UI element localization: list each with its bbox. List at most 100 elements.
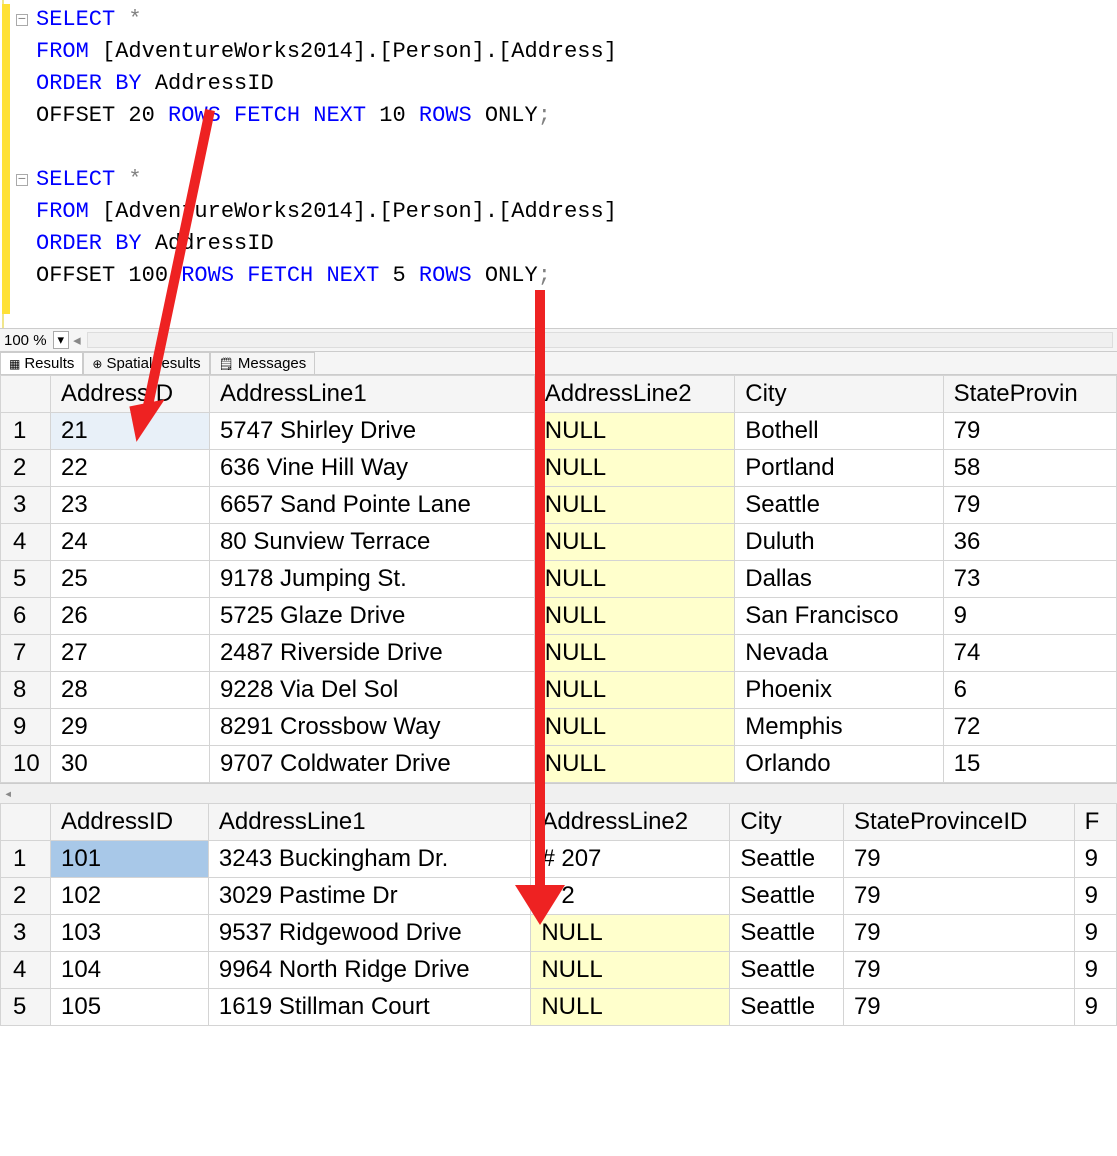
tab-spatial[interactable]: ⊕Spatial results bbox=[83, 352, 209, 374]
column-header[interactable]: AddressLine1 bbox=[209, 376, 534, 413]
table-row[interactable]: 9298291 Crossbow WayNULLMemphis72 bbox=[1, 709, 1117, 746]
cell-addressid[interactable]: 21 bbox=[51, 413, 210, 450]
cell-stateprovince[interactable]: 79 bbox=[943, 487, 1116, 524]
column-header[interactable]: AddressLine2 bbox=[534, 376, 734, 413]
cell-addressid[interactable]: 105 bbox=[51, 989, 209, 1026]
cell-extra[interactable]: 9 bbox=[1074, 952, 1116, 989]
cell-stateprovince[interactable]: 74 bbox=[943, 635, 1116, 672]
table-row[interactable]: 21023029 Pastime Dr# 2Seattle799 bbox=[1, 878, 1117, 915]
cell-addressline1[interactable]: 9707 Coldwater Drive bbox=[209, 746, 534, 783]
column-header[interactable]: AddressID bbox=[51, 804, 209, 841]
cell-addressline2[interactable]: NULL bbox=[534, 450, 734, 487]
cell-addressline1[interactable]: 6657 Sand Pointe Lane bbox=[209, 487, 534, 524]
cell-stateprovince[interactable]: 15 bbox=[943, 746, 1116, 783]
cell-addressid[interactable]: 103 bbox=[51, 915, 209, 952]
cell-addressid[interactable]: 27 bbox=[51, 635, 210, 672]
cell-addressline2[interactable]: # 207 bbox=[531, 841, 730, 878]
cell-addressid[interactable]: 101 bbox=[51, 841, 209, 878]
grid-scrollbar[interactable]: ◂ bbox=[0, 783, 1117, 803]
table-row[interactable]: 51051619 Stillman CourtNULLSeattle799 bbox=[1, 989, 1117, 1026]
column-header[interactable]: City bbox=[730, 804, 844, 841]
column-header[interactable]: F bbox=[1074, 804, 1116, 841]
cell-city[interactable]: Seattle bbox=[730, 878, 844, 915]
cell-addressline2[interactable]: NULL bbox=[534, 487, 734, 524]
cell-addressline2[interactable]: NULL bbox=[534, 709, 734, 746]
sql-editor[interactable]: −SELECT * FROM [AdventureWorks2014].[Per… bbox=[2, 0, 1117, 328]
zoom-dropdown-icon[interactable]: ▾ bbox=[53, 331, 70, 349]
table-row[interactable]: 31039537 Ridgewood DriveNULLSeattle799 bbox=[1, 915, 1117, 952]
cell-city[interactable]: Seattle bbox=[730, 989, 844, 1026]
column-header[interactable]: StateProvinceID bbox=[843, 804, 1074, 841]
cell-stateprovince[interactable]: 79 bbox=[843, 915, 1074, 952]
cell-city[interactable]: Dallas bbox=[735, 561, 943, 598]
table-row[interactable]: 5259178 Jumping St.NULLDallas73 bbox=[1, 561, 1117, 598]
cell-addressline1[interactable]: 9964 North Ridge Drive bbox=[208, 952, 530, 989]
cell-extra[interactable]: 9 bbox=[1074, 989, 1116, 1026]
cell-addressline2[interactable]: # 2 bbox=[531, 878, 730, 915]
results-grid-2[interactable]: AddressIDAddressLine1AddressLine2CitySta… bbox=[0, 803, 1117, 1026]
cell-addressline1[interactable]: 5725 Glaze Drive bbox=[209, 598, 534, 635]
tab-messages[interactable]: 🗒Messages bbox=[210, 352, 316, 374]
cell-addressline2[interactable]: NULL bbox=[531, 915, 730, 952]
cell-addressline1[interactable]: 3243 Buckingham Dr. bbox=[208, 841, 530, 878]
cell-city[interactable]: Portland bbox=[735, 450, 943, 487]
cell-addressline1[interactable]: 636 Vine Hill Way bbox=[209, 450, 534, 487]
collapse-icon[interactable]: − bbox=[16, 14, 28, 26]
cell-addressline2[interactable]: NULL bbox=[531, 952, 730, 989]
cell-addressid[interactable]: 26 bbox=[51, 598, 210, 635]
cell-stateprovince[interactable]: 79 bbox=[943, 413, 1116, 450]
cell-addressline1[interactable]: 5747 Shirley Drive bbox=[209, 413, 534, 450]
cell-addressid[interactable]: 102 bbox=[51, 878, 209, 915]
column-header[interactable]: AddressID bbox=[51, 376, 210, 413]
cell-city[interactable]: Seattle bbox=[730, 841, 844, 878]
cell-city[interactable]: Orlando bbox=[735, 746, 943, 783]
cell-extra[interactable]: 9 bbox=[1074, 915, 1116, 952]
cell-addressline2[interactable]: NULL bbox=[531, 989, 730, 1026]
cell-extra[interactable]: 9 bbox=[1074, 841, 1116, 878]
collapse-icon[interactable]: − bbox=[16, 174, 28, 186]
cell-addressline2[interactable]: NULL bbox=[534, 598, 734, 635]
column-header[interactable]: AddressLine2 bbox=[531, 804, 730, 841]
cell-addressline2[interactable]: NULL bbox=[534, 561, 734, 598]
cell-addressid[interactable]: 28 bbox=[51, 672, 210, 709]
cell-city[interactable]: Nevada bbox=[735, 635, 943, 672]
cell-stateprovince[interactable]: 72 bbox=[943, 709, 1116, 746]
table-row[interactable]: 42480 Sunview TerraceNULLDuluth36 bbox=[1, 524, 1117, 561]
scroll-left-icon[interactable]: ◂ bbox=[73, 331, 81, 349]
cell-city[interactable]: Seattle bbox=[730, 915, 844, 952]
cell-addressid[interactable]: 30 bbox=[51, 746, 210, 783]
cell-city[interactable]: Memphis bbox=[735, 709, 943, 746]
cell-city[interactable]: Seattle bbox=[730, 952, 844, 989]
cell-city[interactable]: San Francisco bbox=[735, 598, 943, 635]
cell-addressline2[interactable]: NULL bbox=[534, 635, 734, 672]
cell-addressline1[interactable]: 9228 Via Del Sol bbox=[209, 672, 534, 709]
cell-addressline1[interactable]: 80 Sunview Terrace bbox=[209, 524, 534, 561]
table-row[interactable]: 3236657 Sand Pointe LaneNULLSeattle79 bbox=[1, 487, 1117, 524]
cell-stateprovince[interactable]: 79 bbox=[843, 989, 1074, 1026]
cell-addressline1[interactable]: 9178 Jumping St. bbox=[209, 561, 534, 598]
column-header[interactable]: StateProvin bbox=[943, 376, 1116, 413]
cell-addressid[interactable]: 24 bbox=[51, 524, 210, 561]
cell-addressline1[interactable]: 3029 Pastime Dr bbox=[208, 878, 530, 915]
table-row[interactable]: 6265725 Glaze DriveNULLSan Francisco9 bbox=[1, 598, 1117, 635]
cell-stateprovince[interactable]: 36 bbox=[943, 524, 1116, 561]
cell-stateprovince[interactable]: 79 bbox=[843, 952, 1074, 989]
cell-stateprovince[interactable]: 9 bbox=[943, 598, 1116, 635]
cell-city[interactable]: Seattle bbox=[735, 487, 943, 524]
cell-addressid[interactable]: 29 bbox=[51, 709, 210, 746]
cell-addressline2[interactable]: NULL bbox=[534, 672, 734, 709]
cell-city[interactable]: Duluth bbox=[735, 524, 943, 561]
cell-addressline2[interactable]: NULL bbox=[534, 413, 734, 450]
cell-city[interactable]: Phoenix bbox=[735, 672, 943, 709]
cell-extra[interactable]: 9 bbox=[1074, 878, 1116, 915]
table-row[interactable]: 41049964 North Ridge DriveNULLSeattle799 bbox=[1, 952, 1117, 989]
cell-addressline2[interactable]: NULL bbox=[534, 524, 734, 561]
table-row[interactable]: 10309707 Coldwater DriveNULLOrlando15 bbox=[1, 746, 1117, 783]
table-row[interactable]: 7272487 Riverside DriveNULLNevada74 bbox=[1, 635, 1117, 672]
cell-addressline1[interactable]: 2487 Riverside Drive bbox=[209, 635, 534, 672]
table-row[interactable]: 1215747 Shirley DriveNULLBothell79 bbox=[1, 413, 1117, 450]
cell-stateprovince[interactable]: 58 bbox=[943, 450, 1116, 487]
cell-addressid[interactable]: 23 bbox=[51, 487, 210, 524]
cell-addressline2[interactable]: NULL bbox=[534, 746, 734, 783]
tab-results[interactable]: ▦Results bbox=[0, 352, 83, 374]
